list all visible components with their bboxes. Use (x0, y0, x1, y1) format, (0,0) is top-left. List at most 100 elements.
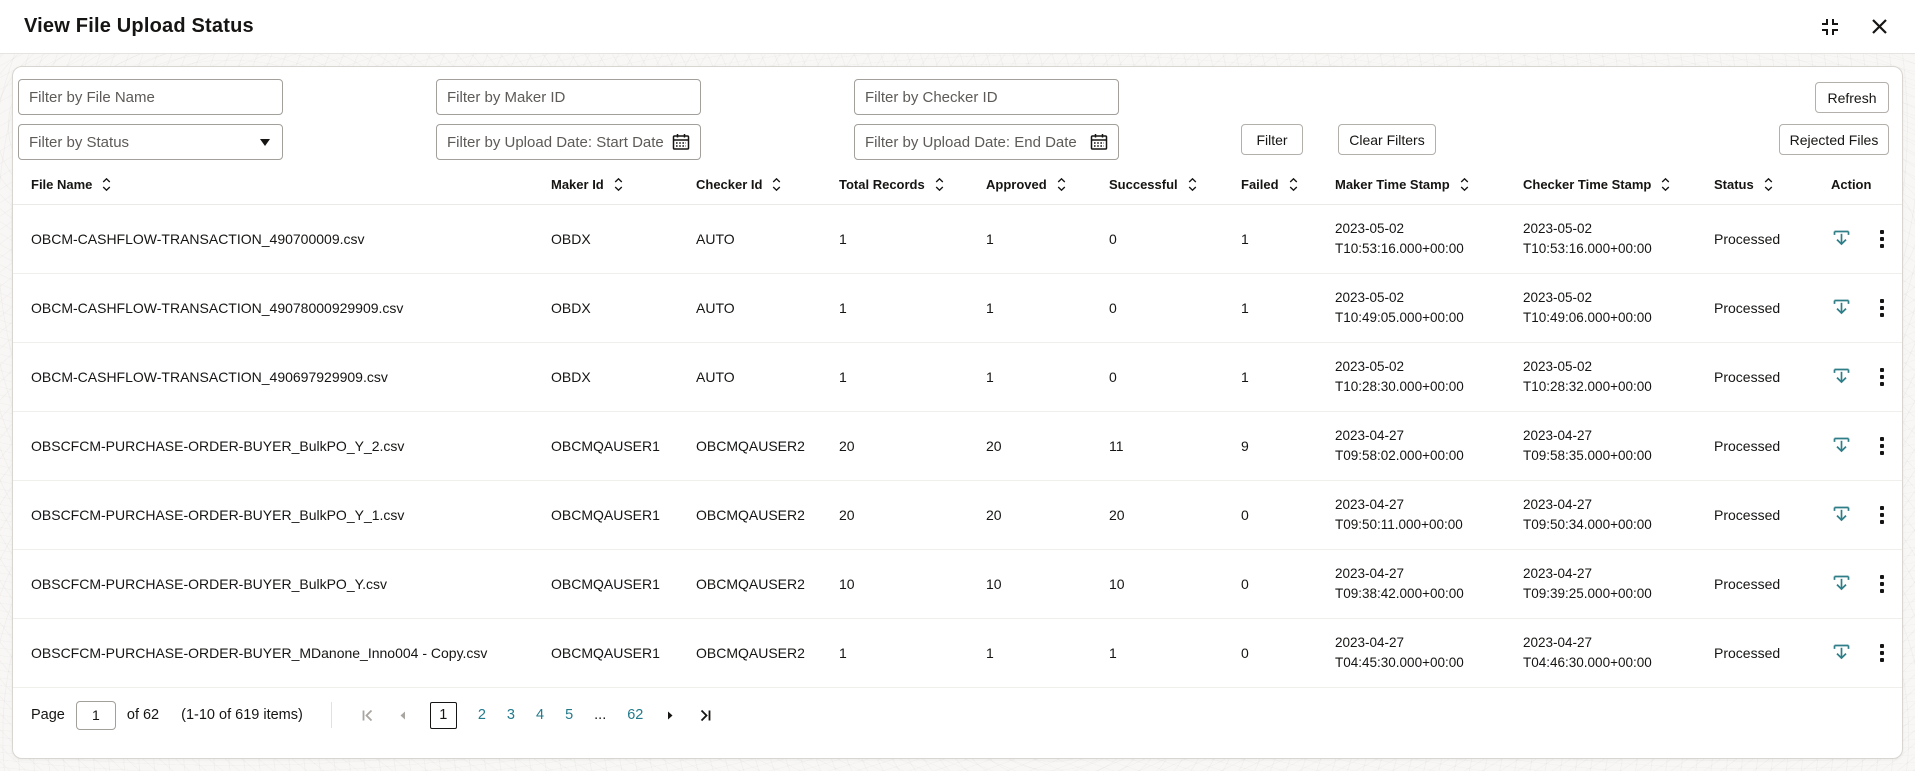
column-label: File Name (31, 177, 93, 192)
page-link-1[interactable]: 1 (429, 701, 457, 729)
cell-total-records: 1 (839, 231, 847, 247)
cell-checker-id: OBCMQAUSER2 (696, 645, 805, 661)
maker-id-filter-input[interactable] (436, 79, 701, 115)
table-row: OBCM-CASHFLOW-TRANSACTION_490700009.csv O… (13, 205, 1902, 274)
table-row: OBCM-CASHFLOW-TRANSACTION_49078000929909… (13, 274, 1902, 343)
cell-status: Processed (1714, 576, 1781, 592)
download-icon (1833, 644, 1850, 659)
page-link-4[interactable]: 4 (535, 707, 545, 723)
cell-status: Processed (1714, 231, 1781, 247)
end-date-placeholder: Filter by Upload Date: End Date (865, 133, 1077, 151)
sort-icon (1662, 177, 1670, 192)
status-filter-select[interactable]: Filter by Status (18, 124, 283, 160)
cell-action (1831, 228, 1894, 250)
clear-filters-button[interactable]: Clear Filters (1338, 124, 1436, 155)
checker-id-filter-input[interactable] (854, 79, 1119, 115)
rejected-files-button[interactable]: Rejected Files (1779, 124, 1889, 155)
cell-total-records: 1 (839, 645, 847, 661)
column-label: Successful (1109, 177, 1178, 192)
cell-action (1831, 435, 1894, 457)
page-label: Page (31, 707, 65, 723)
cell-maker-time-stamp: 2023-04-27 T09:38:42.000+00:00 (1335, 565, 1464, 601)
cell-successful: 1 (1109, 645, 1117, 661)
kebab-menu-icon[interactable] (1878, 573, 1886, 595)
cell-approved: 20 (986, 507, 1002, 523)
kebab-menu-icon[interactable] (1878, 435, 1886, 457)
cell-successful: 0 (1109, 369, 1117, 385)
cell-maker-id: OBCMQAUSER1 (551, 645, 660, 661)
cell-failed: 0 (1241, 576, 1249, 592)
first-page-icon[interactable] (360, 708, 375, 723)
cell-file-name: OBSCFCM-PURCHASE-ORDER-BUYER_MDanone_Inn… (31, 645, 488, 661)
last-page-icon[interactable] (698, 708, 713, 723)
cell-approved: 1 (986, 300, 994, 316)
cell-maker-time-stamp: 2023-04-27 T04:45:30.000+00:00 (1335, 634, 1464, 670)
cell-checker-id: OBCMQAUSER2 (696, 438, 805, 454)
column-header-successful[interactable]: Successful (1109, 176, 1241, 193)
kebab-menu-icon[interactable] (1878, 642, 1886, 664)
close-icon[interactable] (1870, 17, 1889, 36)
cell-file-name: OBSCFCM-PURCHASE-ORDER-BUYER_BulkPO_Y_2.… (31, 438, 405, 454)
cell-checker-time-stamp: 2023-05-02 T10:49:06.000+00:00 (1523, 289, 1652, 325)
page-background: Filter by Status Filter by Upload Date: … (0, 54, 1915, 771)
download-file-button[interactable] (1831, 574, 1852, 595)
pagination-divider (330, 702, 332, 728)
refresh-button[interactable]: Refresh (1815, 82, 1889, 113)
column-header-failed[interactable]: Failed (1241, 176, 1335, 193)
column-header-checker-id[interactable]: Checker Id (696, 176, 839, 193)
cell-maker-time-stamp: 2023-04-27 T09:50:11.000+00:00 (1335, 496, 1463, 532)
column-label: Failed (1241, 177, 1279, 192)
start-date-filter-input[interactable]: Filter by Upload Date: Start Date (436, 124, 701, 160)
file-upload-status-panel: Filter by Status Filter by Upload Date: … (12, 66, 1903, 759)
download-file-button[interactable] (1831, 505, 1852, 526)
download-file-button[interactable] (1831, 436, 1852, 457)
cell-successful: 20 (1109, 507, 1125, 523)
cell-failed: 1 (1241, 231, 1249, 247)
page-link-5[interactable]: 5 (565, 707, 574, 723)
page-link-3[interactable]: 3 (506, 707, 515, 723)
table-row: OBCM-CASHFLOW-TRANSACTION_490697929909.c… (13, 343, 1902, 412)
download-file-button[interactable] (1831, 643, 1852, 664)
kebab-menu-icon[interactable] (1878, 297, 1886, 319)
kebab-menu-icon[interactable] (1878, 228, 1886, 250)
download-file-button[interactable] (1831, 367, 1852, 388)
kebab-menu-icon[interactable] (1878, 366, 1886, 388)
column-header-total-records[interactable]: Total Records (839, 176, 986, 193)
column-header-status[interactable]: Status (1714, 176, 1831, 193)
column-header-maker-id[interactable]: Maker Id (551, 176, 696, 193)
cell-approved: 10 (986, 576, 1002, 592)
cell-failed: 1 (1241, 300, 1249, 316)
download-icon (1833, 437, 1850, 452)
cell-checker-id: AUTO (696, 231, 735, 247)
cell-file-name: OBSCFCM-PURCHASE-ORDER-BUYER_BulkPO_Y_1.… (31, 507, 405, 523)
previous-page-icon[interactable] (396, 709, 409, 722)
table-row: OBSCFCM-PURCHASE-ORDER-BUYER_BulkPO_Y.cs… (13, 550, 1902, 619)
cell-status: Processed (1714, 438, 1781, 454)
title-bar: View File Upload Status (0, 0, 1915, 54)
column-header-maker-time-stamp[interactable]: Maker Time Stamp (1335, 176, 1523, 193)
page-link-2[interactable]: 2 (477, 707, 486, 723)
cell-checker-id: OBCMQAUSER2 (696, 576, 805, 592)
download-file-button[interactable] (1831, 298, 1852, 319)
calendar-icon (1090, 134, 1108, 150)
page-number-input[interactable] (75, 700, 116, 730)
expand-icon[interactable] (1818, 15, 1842, 39)
cell-maker-id: OBCMQAUSER1 (551, 507, 660, 523)
sort-icon (103, 177, 111, 192)
download-file-button[interactable] (1831, 229, 1852, 250)
column-header-checker-time-stamp[interactable]: Checker Time Stamp (1523, 176, 1714, 193)
kebab-menu-icon[interactable] (1878, 504, 1886, 526)
cell-total-records: 1 (839, 300, 847, 316)
page-ellipsis: ... (594, 707, 607, 723)
next-page-icon[interactable] (664, 709, 677, 722)
column-header-approved[interactable]: Approved (986, 176, 1109, 193)
column-label: Action (1831, 177, 1872, 192)
page-of-label: of 62 (126, 707, 160, 723)
page-link-62[interactable]: 62 (627, 707, 644, 723)
filter-button[interactable]: Filter (1241, 124, 1303, 155)
column-header-file-name[interactable]: File Name (31, 176, 551, 193)
column-label: Maker Time Stamp (1335, 177, 1450, 192)
file-name-filter-input[interactable] (18, 79, 283, 115)
status-filter-placeholder: Filter by Status (29, 133, 130, 151)
end-date-filter-input[interactable]: Filter by Upload Date: End Date (854, 124, 1119, 160)
